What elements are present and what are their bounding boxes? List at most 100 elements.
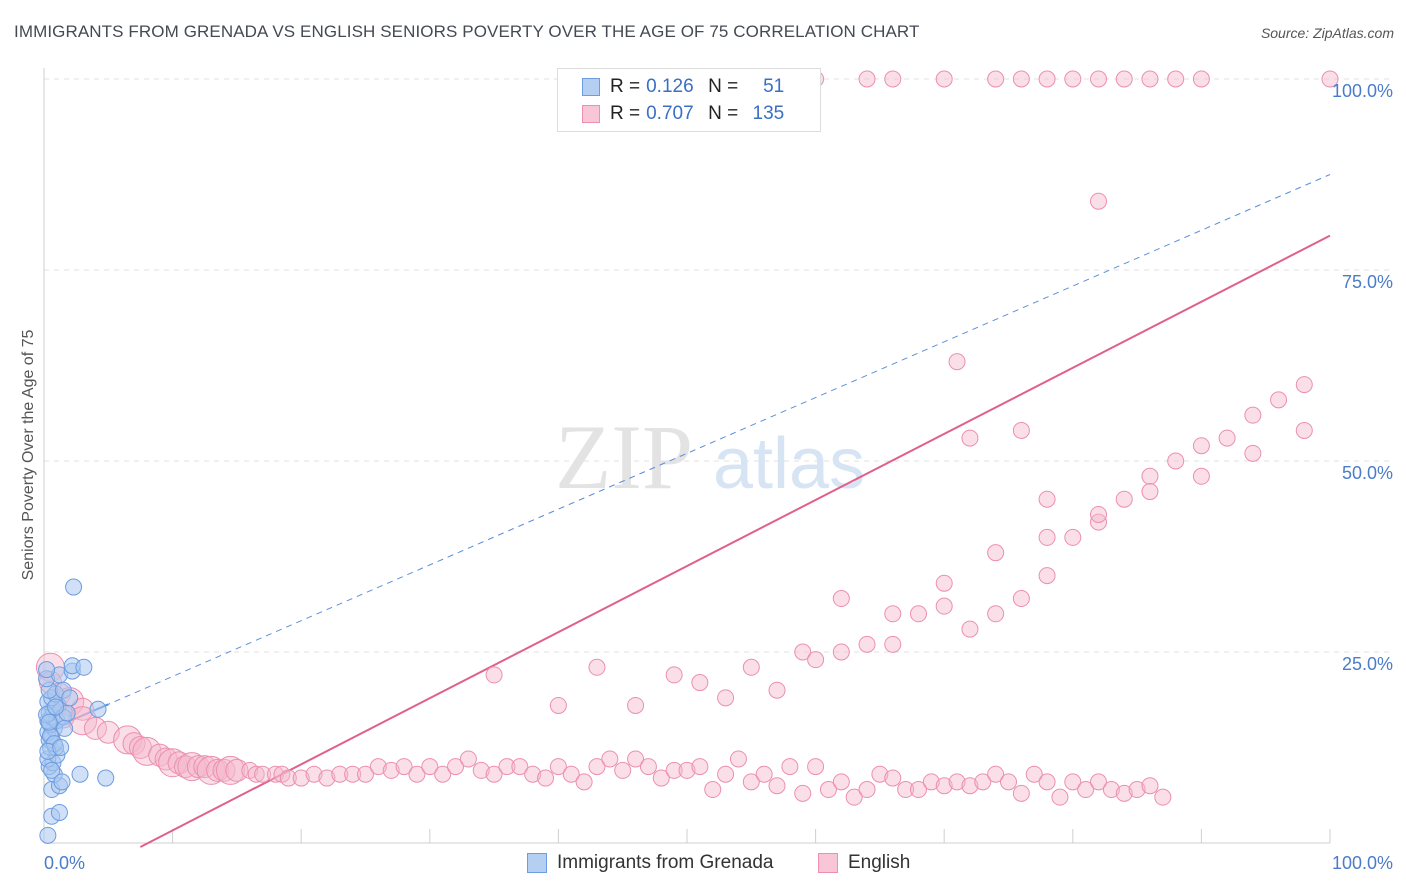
- english-point: [1012, 784, 1030, 802]
- english-point: [122, 732, 146, 756]
- english-point: [562, 765, 580, 783]
- y-tick-label: 100.0%: [1332, 81, 1393, 101]
- tick-labels: 25.0% 50.0% 75.0% 100.0% 0.0% 100.0%: [44, 81, 1393, 873]
- english-point: [254, 765, 272, 783]
- grenada-point: [53, 773, 71, 791]
- grenada-point: [71, 765, 89, 783]
- english-point: [1064, 528, 1082, 546]
- legend-label: Immigrants from Grenada: [557, 852, 774, 873]
- grenada-point: [52, 739, 70, 756]
- grenada-point: [89, 700, 107, 718]
- english-point: [549, 696, 567, 714]
- english-point: [1141, 483, 1159, 501]
- watermark-atlas: atlas: [713, 424, 865, 504]
- english-point: [472, 761, 490, 779]
- english-point: [819, 781, 837, 799]
- grenada-points: [38, 578, 115, 844]
- english-point: [212, 758, 236, 782]
- english-point: [987, 544, 1005, 562]
- y-tick-label: 75.0%: [1342, 272, 1393, 292]
- legend-item-grenada[interactable]: Immigrants from Grenada: [527, 852, 773, 874]
- english-point: [1051, 788, 1069, 806]
- watermark-zip: ZIP: [555, 406, 693, 508]
- grenada-point: [65, 578, 83, 596]
- grenada-point: [43, 761, 61, 779]
- english-point: [1244, 444, 1262, 462]
- english-point: [1012, 70, 1030, 88]
- stats-swatch-blue: [582, 78, 600, 96]
- english-point: [395, 758, 413, 776]
- english-point: [961, 777, 979, 795]
- english-point: [768, 777, 786, 795]
- english-point: [1192, 70, 1210, 88]
- english-point: [408, 765, 426, 783]
- n-label: N =: [708, 76, 739, 97]
- english-point: [225, 758, 249, 782]
- n-label: N =: [708, 103, 739, 124]
- english-point: [1218, 429, 1236, 447]
- gridlines: [44, 78, 1392, 653]
- english-point: [884, 70, 902, 88]
- english-point: [158, 748, 188, 778]
- english-point: [537, 769, 555, 787]
- trend-lines: [43, 174, 1331, 848]
- english-point: [974, 773, 992, 791]
- english-point: [1192, 467, 1210, 485]
- english-point: [1141, 70, 1159, 88]
- english-point: [1295, 421, 1313, 439]
- english-point: [1321, 70, 1339, 88]
- english-point: [215, 755, 245, 785]
- english-point: [935, 597, 953, 615]
- english-point: [858, 635, 876, 653]
- english-point: [1064, 773, 1082, 791]
- english-point: [948, 773, 966, 791]
- english-point: [987, 605, 1005, 623]
- english-point: [691, 758, 709, 776]
- english-point: [742, 658, 760, 676]
- english-point: [987, 765, 1005, 783]
- english-point: [858, 781, 876, 799]
- grenada-point: [38, 661, 56, 679]
- english-point: [755, 765, 773, 783]
- english-point: [186, 755, 210, 779]
- english-point: [485, 765, 503, 783]
- legend-swatch-blue: [527, 853, 547, 873]
- english-point: [1090, 505, 1108, 523]
- english-point: [357, 765, 374, 783]
- english-point: [549, 758, 567, 776]
- english-point: [781, 758, 799, 776]
- english-point: [344, 765, 362, 783]
- english-point: [884, 635, 902, 653]
- english-point: [1090, 70, 1108, 88]
- english-point: [318, 769, 336, 787]
- stats-swatch-pink: [582, 105, 600, 123]
- english-point: [1090, 192, 1108, 210]
- english-point: [961, 429, 979, 447]
- english-point: [434, 765, 452, 783]
- english-point: [909, 781, 927, 799]
- english-point: [987, 70, 1005, 88]
- english-point: [524, 765, 542, 783]
- stats-row-english: R = 0.707 N = 135: [582, 102, 784, 126]
- english-point: [266, 765, 284, 783]
- x-tick-label: 100.0%: [1332, 853, 1393, 873]
- english-point: [1192, 437, 1210, 455]
- english-point: [1115, 70, 1133, 88]
- english-point: [794, 784, 812, 802]
- r-label: R =: [610, 103, 641, 124]
- english-point: [704, 781, 722, 799]
- grenada-point: [75, 658, 93, 676]
- english-point: [588, 758, 606, 776]
- english-point: [665, 666, 683, 684]
- legend-item-english[interactable]: English: [818, 852, 910, 874]
- english-point: [1012, 590, 1030, 608]
- grenada-point: [56, 719, 74, 737]
- english-point: [1038, 773, 1056, 791]
- english-point: [884, 769, 902, 787]
- r-label: R =: [610, 76, 641, 97]
- x-tick-label: 0.0%: [44, 853, 85, 873]
- english-point: [729, 750, 747, 768]
- english-point: [1167, 452, 1185, 470]
- english-point: [1167, 70, 1185, 88]
